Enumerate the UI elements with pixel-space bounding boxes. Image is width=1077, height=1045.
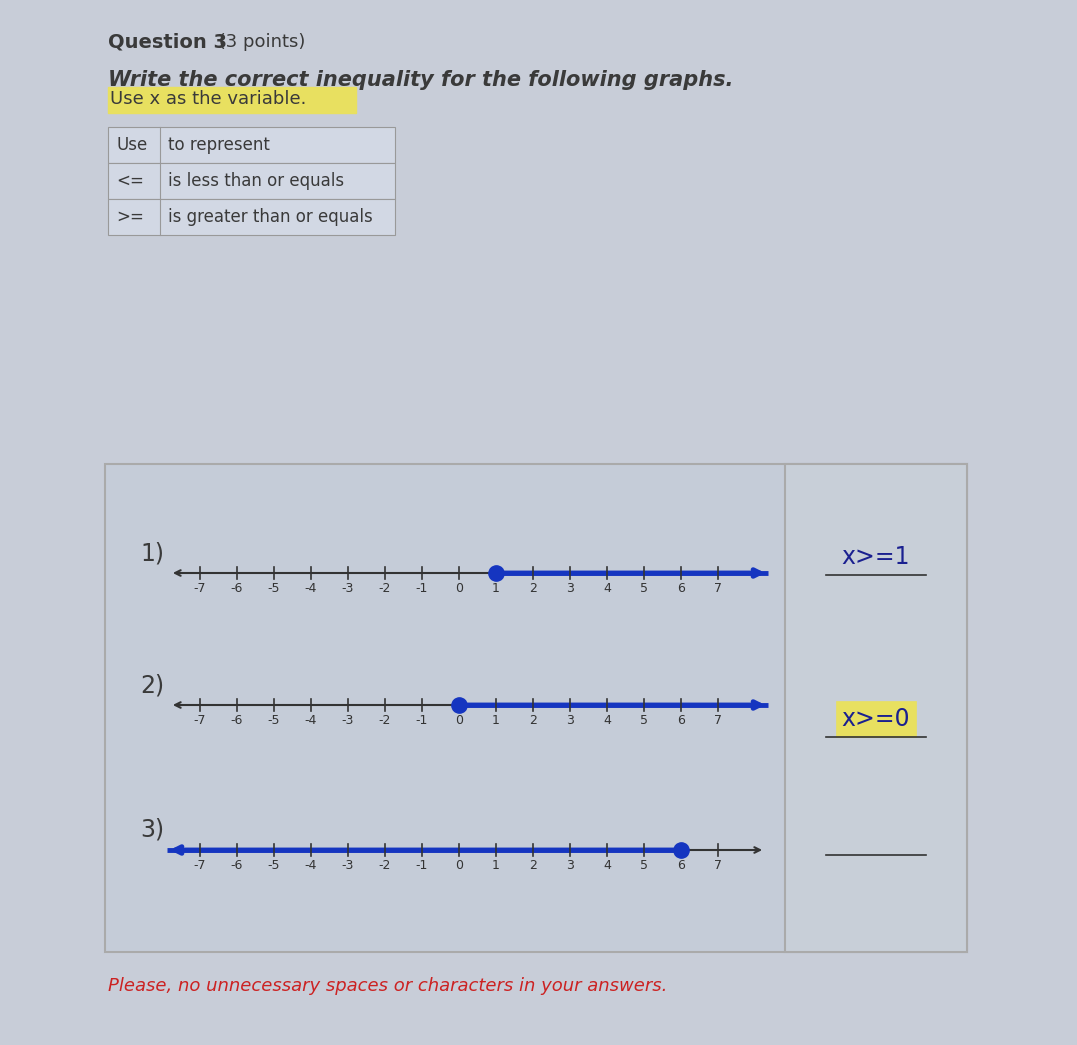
Text: -5: -5	[268, 859, 280, 872]
Text: 1): 1)	[140, 541, 164, 565]
Text: 6: 6	[677, 714, 685, 727]
Text: 7: 7	[714, 582, 722, 595]
Text: -1: -1	[416, 859, 429, 872]
Text: 0: 0	[454, 714, 463, 727]
Text: 1: 1	[492, 859, 500, 872]
Text: Use: Use	[116, 136, 148, 154]
Bar	[785, 464, 967, 952]
Text: -2: -2	[379, 859, 391, 872]
Text: 1: 1	[492, 714, 500, 727]
Text: -3: -3	[341, 714, 354, 727]
Text: 4: 4	[603, 582, 611, 595]
Text: 6: 6	[677, 582, 685, 595]
Text: 3: 3	[567, 714, 574, 727]
Text: 3: 3	[567, 582, 574, 595]
Text: -6: -6	[230, 714, 243, 727]
Bar	[104, 464, 967, 952]
Text: 2: 2	[529, 582, 537, 595]
Text: (3 points): (3 points)	[213, 33, 306, 51]
Text: x>=1: x>=1	[842, 545, 910, 568]
Bar	[108, 127, 395, 163]
Text: -1: -1	[416, 582, 429, 595]
Text: -5: -5	[268, 582, 280, 595]
Bar	[108, 199, 395, 235]
Text: Write the correct inequality for the following graphs.: Write the correct inequality for the fol…	[108, 70, 733, 90]
Text: Question 3: Question 3	[108, 33, 227, 52]
Text: -4: -4	[305, 859, 318, 872]
Text: 5: 5	[640, 582, 648, 595]
Text: -3: -3	[341, 582, 354, 595]
Text: -2: -2	[379, 582, 391, 595]
Text: -7: -7	[194, 859, 207, 872]
Text: Please, no unnecessary spaces or characters in your answers.: Please, no unnecessary spaces or charact…	[108, 977, 668, 995]
Text: >=: >=	[116, 208, 144, 226]
Text: 2): 2)	[140, 673, 164, 697]
Text: -6: -6	[230, 859, 243, 872]
Text: to represent: to represent	[168, 136, 270, 154]
Text: 5: 5	[640, 714, 648, 727]
Text: -3: -3	[341, 859, 354, 872]
Text: 3: 3	[567, 859, 574, 872]
Text: is less than or equals: is less than or equals	[168, 172, 345, 190]
Text: Use x as the variable.: Use x as the variable.	[110, 90, 306, 108]
Text: -5: -5	[268, 714, 280, 727]
Text: -1: -1	[416, 714, 429, 727]
Text: 5: 5	[640, 859, 648, 872]
Text: 7: 7	[714, 714, 722, 727]
Text: -4: -4	[305, 582, 318, 595]
Bar	[108, 163, 395, 199]
Text: <=: <=	[116, 172, 144, 190]
Text: -7: -7	[194, 582, 207, 595]
Text: 2: 2	[529, 859, 537, 872]
Text: 1: 1	[492, 582, 500, 595]
Text: 3): 3)	[140, 818, 164, 842]
Text: is greater than or equals: is greater than or equals	[168, 208, 373, 226]
Text: 4: 4	[603, 714, 611, 727]
Text: 4: 4	[603, 859, 611, 872]
Text: -4: -4	[305, 714, 318, 727]
Text: -7: -7	[194, 714, 207, 727]
Text: -6: -6	[230, 582, 243, 595]
Text: 7: 7	[714, 859, 722, 872]
Text: 0: 0	[454, 859, 463, 872]
Text: x>=0: x>=0	[842, 707, 910, 731]
Text: -2: -2	[379, 714, 391, 727]
Bar	[108, 87, 356, 113]
Text: 0: 0	[454, 582, 463, 595]
Text: 6: 6	[677, 859, 685, 872]
Text: 2: 2	[529, 714, 537, 727]
